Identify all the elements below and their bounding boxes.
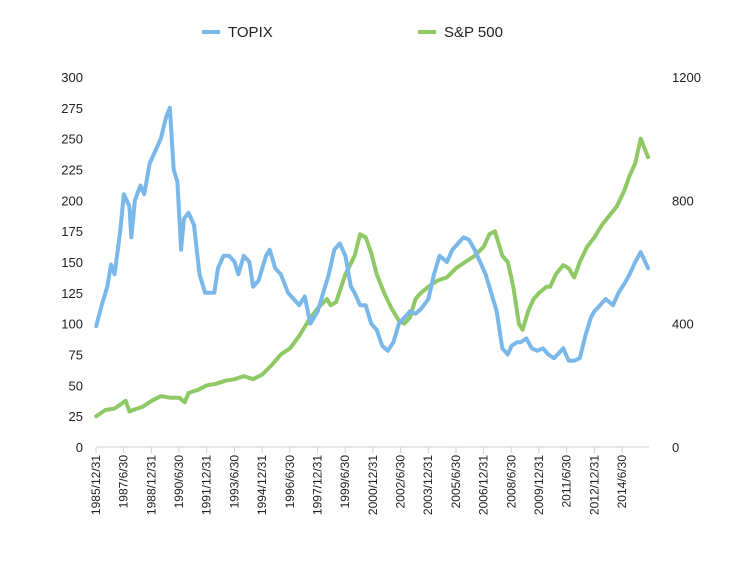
left-axis: 0 25 50 75 100 125 150 175 200 225 250 275 300	[61, 70, 83, 455]
x-tick-label: 1987/6/30	[117, 455, 131, 509]
series-sp500	[94, 136, 651, 419]
right-tick-label: 400	[672, 317, 694, 332]
left-tick-label: 50	[69, 378, 83, 393]
left-tick-label: 0	[76, 440, 83, 455]
x-tick-label: 1996/6/30	[283, 455, 297, 509]
x-axis: 1985/12/31 1987/6/30 1988/12/31 1990/6/30 19…	[89, 447, 629, 515]
left-tick-label: 100	[61, 317, 83, 332]
x-tick-label: 2012/12/31	[587, 455, 601, 515]
right-axis: 0 400 800 1200	[672, 70, 701, 455]
topix-line	[94, 105, 651, 363]
x-tick-label: 2002/6/30	[394, 455, 408, 509]
x-tick-label: 1993/6/30	[227, 455, 241, 509]
series-layer	[94, 105, 651, 419]
x-tick-label: 2006/12/31	[477, 455, 491, 515]
x-tick-label: 1985/12/31	[89, 455, 103, 515]
left-tick-label: 200	[61, 193, 83, 208]
x-tick-label: 2014/6/30	[615, 455, 629, 509]
left-tick-label: 25	[69, 409, 83, 424]
left-tick-label: 125	[61, 286, 83, 301]
right-tick-label: 0	[672, 440, 679, 455]
right-tick-label: 800	[672, 193, 694, 208]
left-tick-label: 300	[61, 70, 83, 85]
series-topix	[94, 105, 651, 363]
left-tick-label: 75	[69, 348, 83, 363]
x-tick-label: 2005/6/30	[449, 455, 463, 509]
x-tick-label: 1997/12/31	[310, 455, 324, 515]
legend: TOPIX S&P 500	[202, 24, 503, 41]
left-tick-label: 275	[61, 101, 83, 116]
x-tick-label: 1990/6/30	[172, 455, 186, 509]
left-tick-label: 250	[61, 132, 83, 147]
x-tick-label: 1991/12/31	[200, 455, 214, 515]
x-tick-label: 2000/12/31	[366, 455, 380, 515]
x-tick-label: 1988/12/31	[144, 455, 158, 515]
x-tick-label: 2009/12/31	[532, 455, 546, 515]
left-tick-label: 175	[61, 224, 83, 239]
legend-label-topix: TOPIX	[228, 24, 273, 41]
x-tick-label: 2011/6/30	[560, 455, 574, 508]
right-tick-label: 1200	[672, 70, 701, 85]
x-tick-label: 1994/12/31	[255, 455, 269, 515]
x-tick-label: 2003/12/31	[421, 455, 435, 515]
x-tick-label: 1999/6/30	[338, 455, 352, 509]
left-tick-label: 225	[61, 163, 83, 178]
x-tick-label: 2008/6/30	[504, 455, 518, 509]
legend-label-sp500: S&P 500	[444, 24, 503, 41]
left-tick-label: 150	[61, 255, 83, 270]
